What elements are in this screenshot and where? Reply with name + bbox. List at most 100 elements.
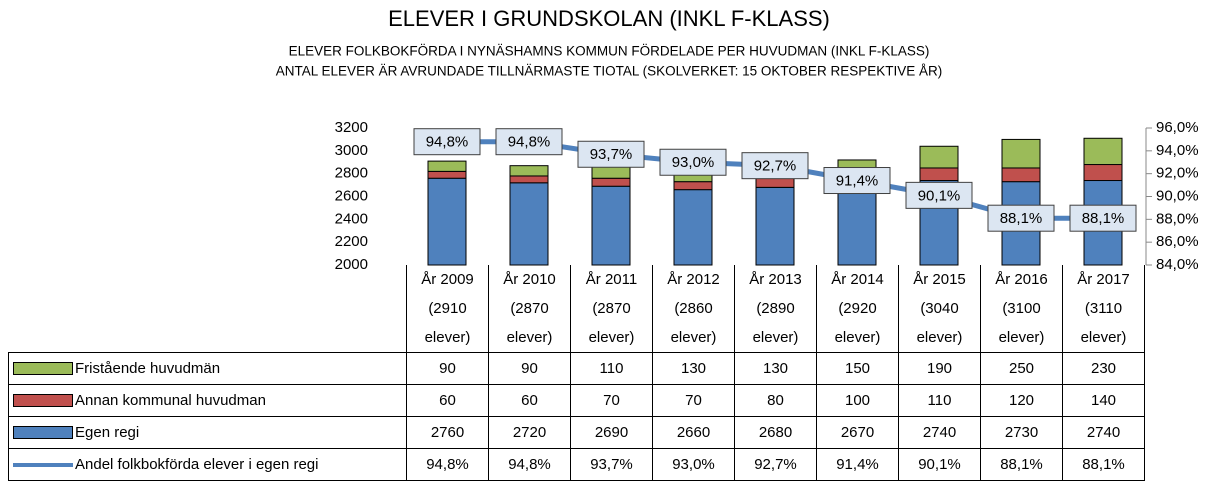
subtitle: ELEVER FOLKBOKFÖRDA I NYNÄSHAMNS KOMMUN … <box>289 44 930 59</box>
data-label: 92,7% <box>754 158 797 175</box>
table-value: 150 <box>816 352 899 385</box>
category-label: År 2014 (2920 elever) <box>816 265 899 353</box>
table-value: 60 <box>406 384 489 417</box>
table-value: 190 <box>898 352 981 385</box>
label-box <box>905 181 973 209</box>
y-tick-label: 2600 <box>335 187 368 204</box>
table-value: 94,8% <box>488 448 571 481</box>
table-value: 93,7% <box>570 448 653 481</box>
y-tick-label: 2200 <box>335 233 368 250</box>
bar-segment <box>509 165 549 177</box>
table-value: 90,1% <box>898 448 981 481</box>
table-value: 94,8% <box>406 448 489 481</box>
label-box <box>823 167 891 195</box>
legend-label: Annan kommunal huvudman <box>75 392 266 409</box>
y2-tick-label: 96,0% <box>1156 119 1199 136</box>
table-value: 110 <box>898 384 981 417</box>
legend-entry: Annan kommunal huvudman <box>8 384 407 417</box>
legend-swatch <box>13 362 73 375</box>
table-value: 88,1% <box>1062 448 1145 481</box>
y2-tick-label: 94,0% <box>1156 142 1199 159</box>
label-box <box>659 148 727 176</box>
bar-segment <box>509 182 549 266</box>
table-value: 2660 <box>652 416 735 449</box>
table-value: 93,0% <box>652 448 735 481</box>
data-label: 94,8% <box>426 134 469 151</box>
table-value: 230 <box>1062 352 1145 385</box>
data-label: 90,1% <box>918 187 961 204</box>
y-tick-label: 2000 <box>335 256 368 273</box>
table-value: 90 <box>488 352 571 385</box>
legend-swatch <box>13 462 73 467</box>
table-value: 80 <box>734 384 817 417</box>
category-label: År 2017 (3110 elever) <box>1062 265 1145 353</box>
table-value: 2730 <box>980 416 1063 449</box>
table-value: 130 <box>734 352 817 385</box>
subtitle: ANTAL ELEVER ÄR AVRUNDADE TILLNÄRMASTE T… <box>276 64 942 79</box>
category-label: År 2013 (2890 elever) <box>734 265 817 353</box>
category-label: År 2015 (3040 elever) <box>898 265 981 353</box>
table-value: 92,7% <box>734 448 817 481</box>
bar-segment <box>755 177 795 188</box>
legend-swatch <box>13 426 73 439</box>
category-label: År 2010 (2870 elever) <box>488 265 571 353</box>
data-label: 93,0% <box>672 154 715 171</box>
legend-swatch <box>13 394 73 407</box>
table-value: 140 <box>1062 384 1145 417</box>
table-value: 100 <box>816 384 899 417</box>
table-value: 130 <box>652 352 735 385</box>
chart-title: ELEVER I GRUNDSKOLAN (INKL F-KLASS) <box>388 6 830 31</box>
table-value: 60 <box>488 384 571 417</box>
y2-tick-label: 90,0% <box>1156 187 1199 204</box>
label-box <box>1069 204 1137 232</box>
y-tick-label: 2400 <box>335 210 368 227</box>
table-value: 2670 <box>816 416 899 449</box>
table-value: 88,1% <box>980 448 1063 481</box>
y2-tick-label: 86,0% <box>1156 233 1199 250</box>
y2-tick-label: 92,0% <box>1156 165 1199 182</box>
label-box <box>577 140 645 168</box>
label-box <box>495 128 563 156</box>
bar-segment <box>755 186 795 266</box>
table-value: 90 <box>406 352 489 385</box>
legend-label: Fristående huvudmän <box>75 360 221 377</box>
bar-segment <box>591 177 631 187</box>
data-label: 88,1% <box>1000 210 1043 227</box>
bar-segment <box>509 175 549 184</box>
category-label: År 2012 (2860 elever) <box>652 265 735 353</box>
legend-label: Andel folkbokförda elever i egen regi <box>75 456 319 473</box>
legend-entry: Egen regi <box>8 416 407 449</box>
table-value: 120 <box>980 384 1063 417</box>
table-value: 2680 <box>734 416 817 449</box>
table-value: 250 <box>980 352 1063 385</box>
table-value: 110 <box>570 352 653 385</box>
legend-entry: Andel folkbokförda elever i egen regi <box>8 448 407 481</box>
y2-tick-label: 84,0% <box>1156 256 1199 273</box>
label-box <box>741 152 809 180</box>
y-tick-label: 3000 <box>335 142 368 159</box>
category-label: År 2009 (2910 elever) <box>406 265 489 353</box>
category-label: År 2016 (3100 elever) <box>980 265 1063 353</box>
bar-segment <box>427 170 467 179</box>
bar-segment <box>919 145 959 169</box>
label-box <box>413 128 481 156</box>
bar-segment <box>1001 167 1041 183</box>
y2-tick-label: 88,0% <box>1156 210 1199 227</box>
table-value: 91,4% <box>816 448 899 481</box>
legend-label: Egen regi <box>75 424 140 441</box>
table-value: 2720 <box>488 416 571 449</box>
table-value: 70 <box>652 384 735 417</box>
bar-segment <box>1083 137 1123 166</box>
y-tick-label: 3200 <box>335 119 368 136</box>
bar-segment <box>673 189 713 266</box>
category-label: År 2011 (2870 elever) <box>570 265 653 353</box>
data-label: 91,4% <box>836 172 879 189</box>
table-value: 2740 <box>898 416 981 449</box>
table-value: 70 <box>570 384 653 417</box>
bar-segment <box>919 167 959 182</box>
bar-segment <box>591 185 631 266</box>
y-tick-label: 2800 <box>335 165 368 182</box>
bar-segment <box>1001 138 1041 169</box>
